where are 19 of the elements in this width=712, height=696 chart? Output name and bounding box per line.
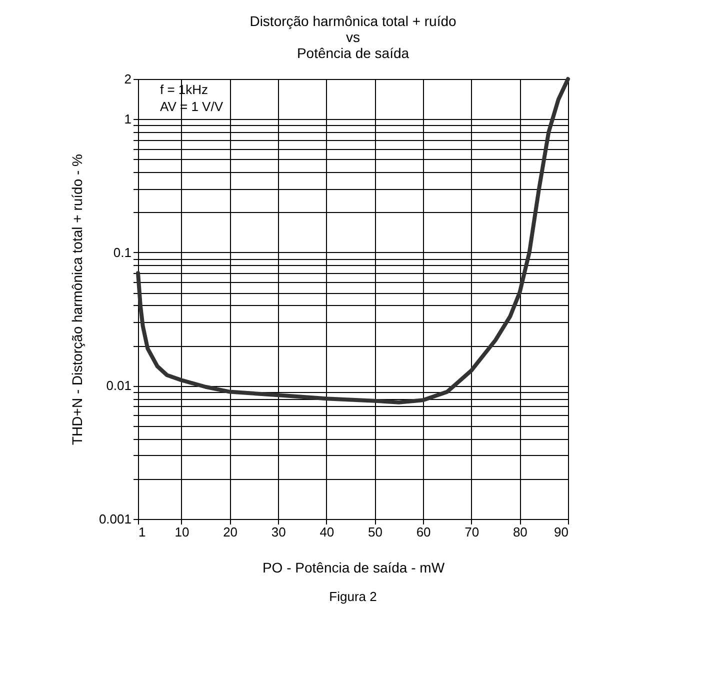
x-axis-title: PO - Potência de saída - mW bbox=[262, 560, 446, 576]
x-tick-label: 80 bbox=[512, 524, 528, 540]
x-tick-label: 70 bbox=[464, 524, 480, 540]
x-tick-label: 50 bbox=[368, 524, 382, 540]
x-tick-label: 20 bbox=[223, 524, 238, 540]
y-axis-title: THD+N - Distorção harmônica total + ruído - % bbox=[68, 154, 85, 445]
x-tick-label: 30 bbox=[271, 524, 286, 540]
y-tick-label: 1 bbox=[124, 112, 132, 127]
y-tick-label: 2 bbox=[124, 72, 132, 86]
chart-title: Distorção harmônica total + ruído vs Potência de saída bbox=[250, 13, 457, 61]
y-tick-label: 0.01 bbox=[106, 378, 132, 394]
y-tick-label: 0.001 bbox=[98, 512, 132, 526]
x-tick-label: 10 bbox=[174, 524, 190, 540]
x-tick-label: 1 bbox=[138, 524, 146, 540]
x-tick-label: 60 bbox=[416, 524, 431, 540]
text: Figura 2 bbox=[329, 589, 377, 604]
y-tick-label: 0.1 bbox=[113, 244, 132, 260]
x-tick-label: 90 bbox=[554, 524, 568, 540]
x-tick-label: 40 bbox=[320, 524, 334, 540]
